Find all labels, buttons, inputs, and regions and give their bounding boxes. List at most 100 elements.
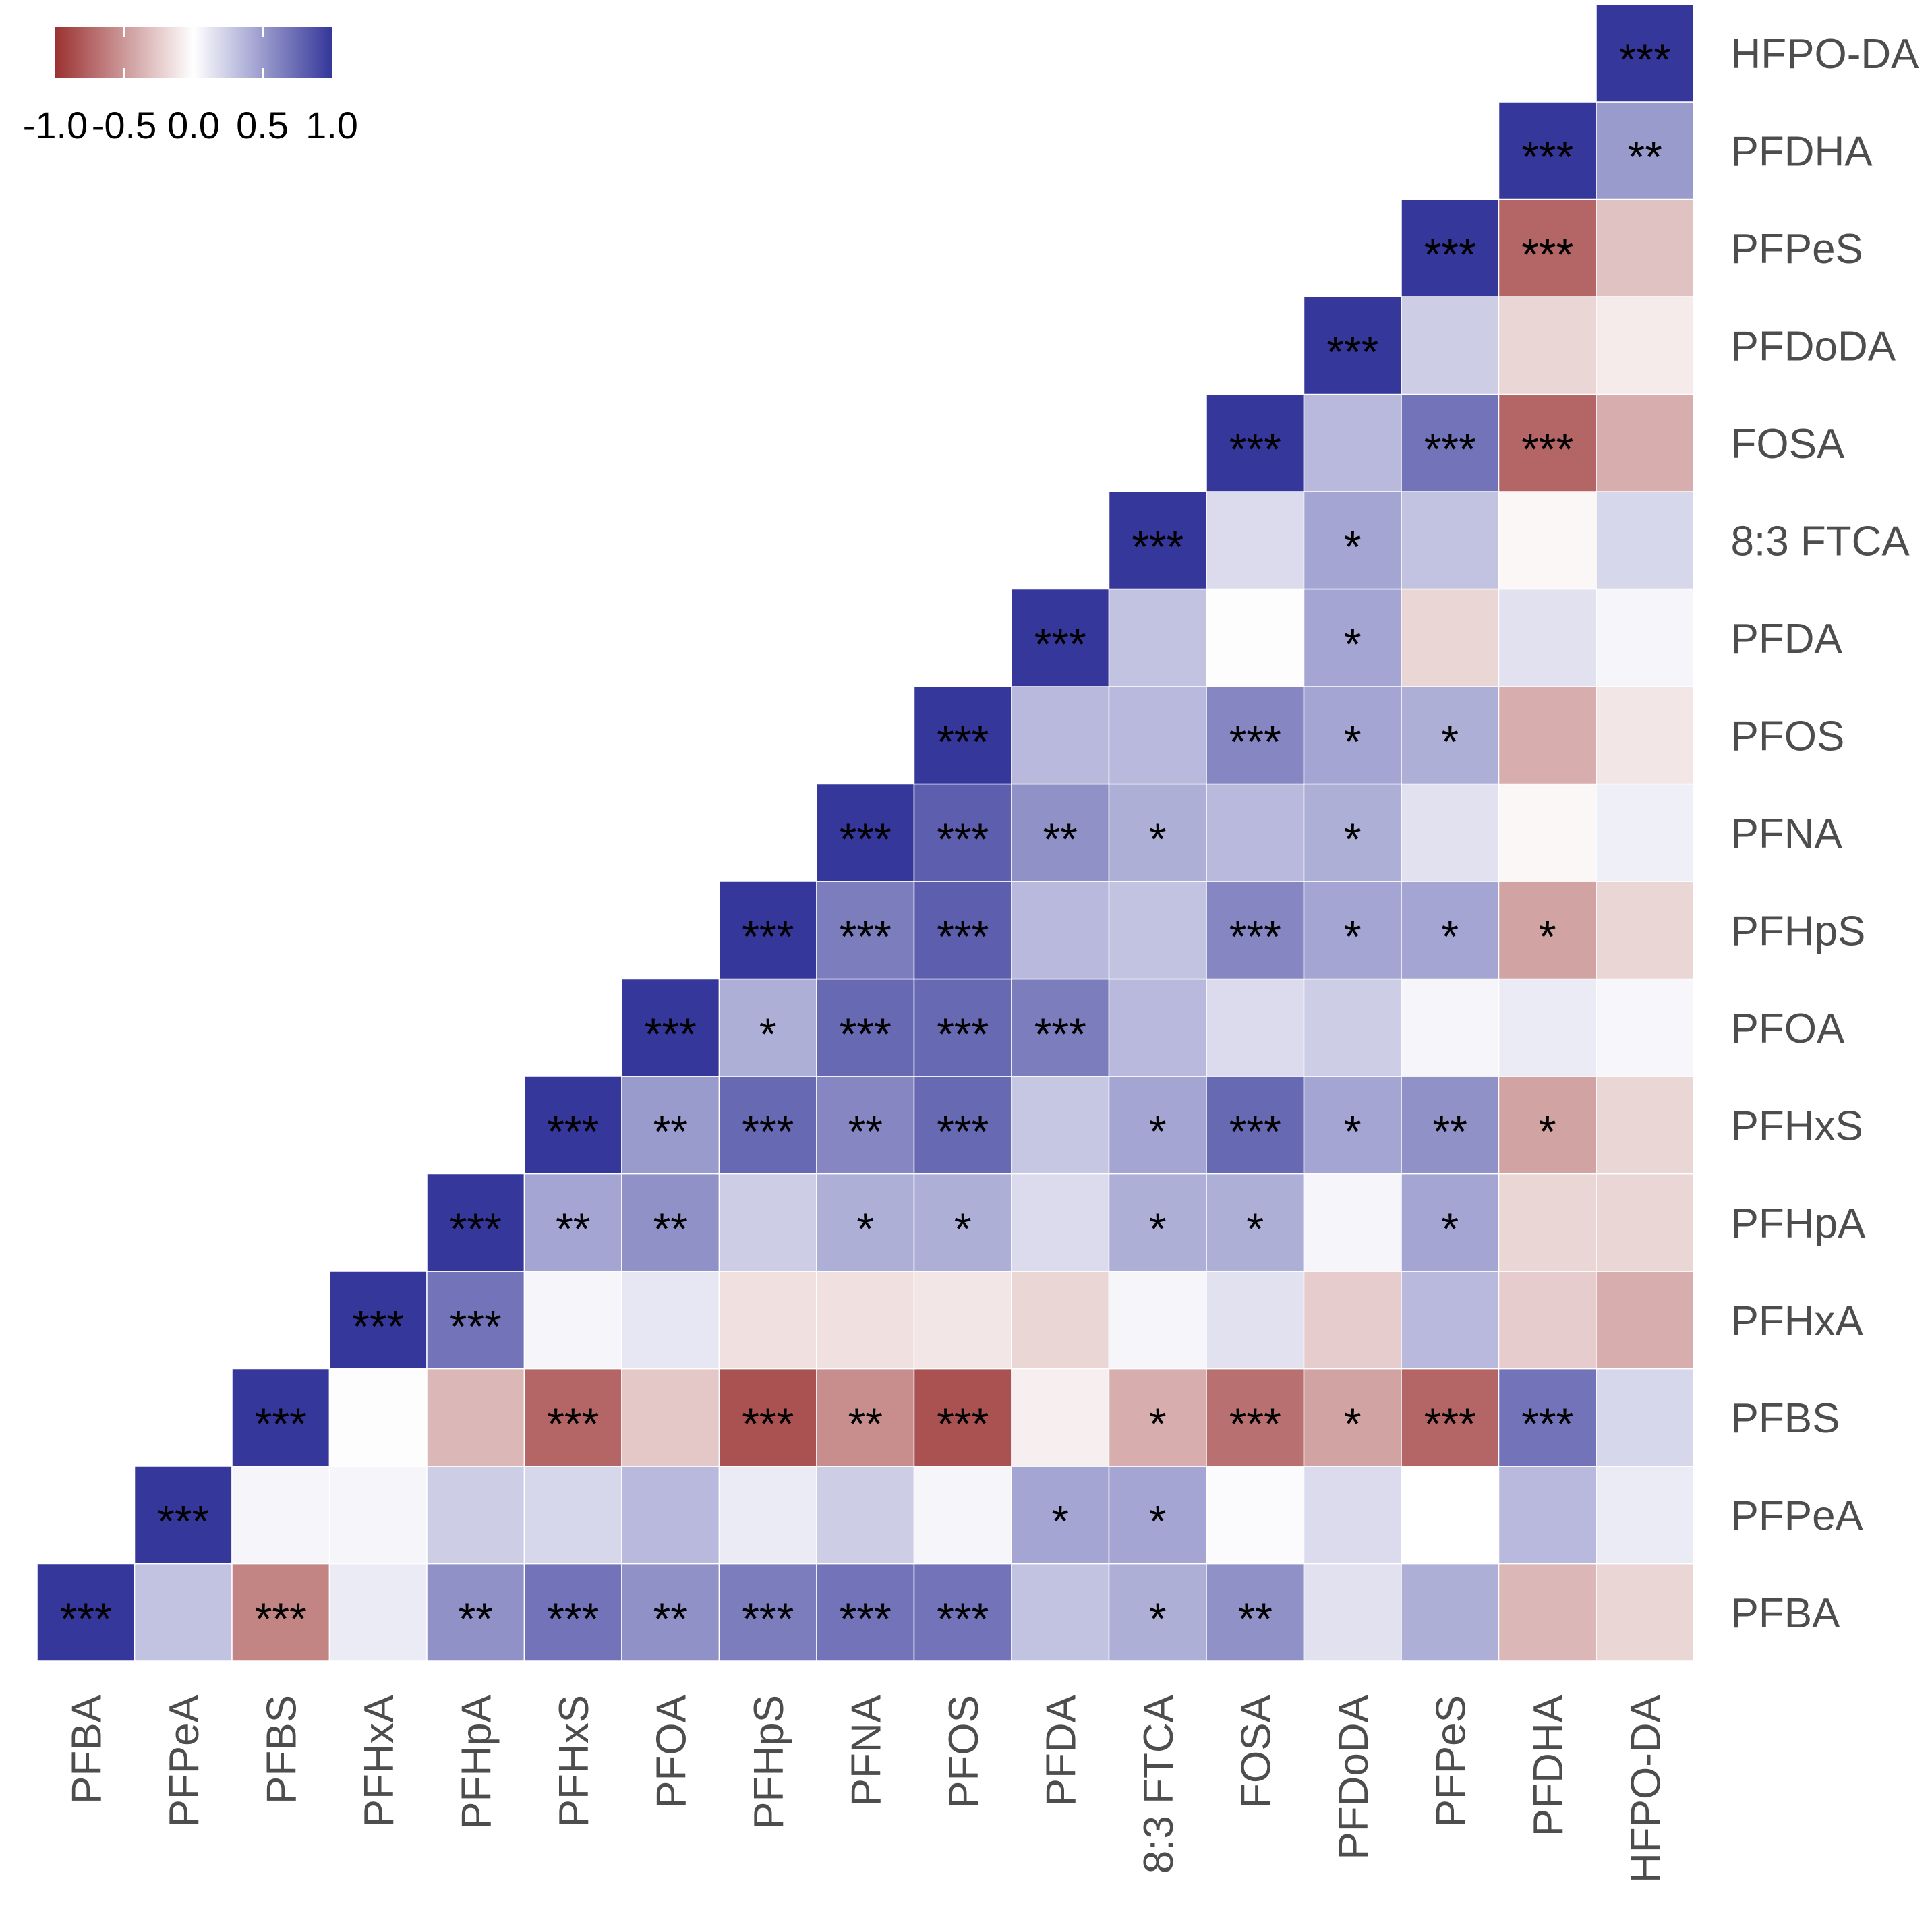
significance-label: ***: [742, 911, 794, 961]
heatmap-cell: [816, 1563, 915, 1662]
heatmap-cell: [1596, 686, 1695, 785]
heatmap-cell: [1011, 1076, 1110, 1175]
heatmap-cell: [1498, 588, 1597, 687]
y-axis-label: PFDoDA: [1731, 323, 1896, 370]
significance-label: ***: [1424, 424, 1476, 474]
heatmap-cell: [1108, 1076, 1207, 1175]
y-axis-label: 8:3 FTCA: [1731, 518, 1910, 564]
significance-label: ***: [60, 1594, 112, 1644]
heatmap-cell: [523, 1271, 622, 1370]
heatmap-cell: [1303, 1563, 1402, 1662]
significance-label: *: [856, 1204, 874, 1254]
heatmap-cell: [1206, 1271, 1305, 1370]
heatmap-cell: [1498, 783, 1597, 882]
y-axis-label: PFBS: [1731, 1395, 1840, 1442]
significance-label: **: [653, 1204, 688, 1254]
heatmap-cell: [1498, 198, 1597, 297]
heatmap-cell: [134, 1563, 233, 1662]
heatmap-cell: [1401, 588, 1500, 687]
significance-label: *: [1149, 1204, 1167, 1254]
heatmap-cell: [816, 1271, 915, 1370]
significance-label: ***: [1229, 911, 1281, 961]
legend-tick-label: 0.0: [167, 104, 220, 146]
x-axis-label: PFHxA: [356, 1694, 403, 1827]
significance-label: ***: [547, 1399, 599, 1449]
significance-label: *: [1539, 911, 1556, 961]
heatmap-cell: [1303, 1271, 1402, 1370]
y-axis-label: PFOS: [1731, 713, 1845, 759]
heatmap-cell: [426, 1466, 525, 1565]
significance-label: ***: [1132, 521, 1183, 571]
significance-label: *: [1344, 716, 1362, 766]
heatmap-cell: [621, 1076, 720, 1175]
legend-tick-label: -0.5: [92, 104, 157, 146]
x-axis-label: PFBS: [258, 1695, 305, 1804]
significance-label: *: [1344, 619, 1362, 669]
significance-label: *: [1149, 1106, 1167, 1156]
significance-label: *: [1344, 1106, 1362, 1156]
heatmap-cell: [718, 1173, 817, 1272]
significance-label: **: [1433, 1106, 1467, 1156]
significance-label: **: [459, 1594, 493, 1644]
heatmap-cell: [231, 1466, 330, 1565]
heatmap-cell: [1498, 101, 1597, 200]
heatmap-cell: [621, 1368, 720, 1467]
significance-label: **: [848, 1106, 883, 1156]
significance-label: ***: [450, 1204, 502, 1254]
heatmap-cell: [1011, 1563, 1110, 1662]
heatmap-cell: [1303, 881, 1402, 980]
significance-label: ***: [937, 814, 989, 864]
y-axis-label: PFHxS: [1731, 1103, 1863, 1149]
significance-label: ***: [1521, 1399, 1573, 1449]
heatmap-cell: [913, 881, 1012, 980]
heatmap-cell: [1401, 198, 1500, 297]
heatmap-cell: [1498, 296, 1597, 395]
x-axis-label: PFPeA: [161, 1694, 208, 1827]
significance-label: *: [1441, 716, 1459, 766]
heatmap-cell: [1108, 978, 1207, 1077]
significance-label: ***: [352, 1301, 404, 1351]
x-axis-label: PFHxS: [551, 1695, 597, 1827]
heatmap-cell: [816, 1466, 915, 1565]
significance-label: *: [1149, 1594, 1167, 1644]
x-axis-label: FOSA: [1233, 1694, 1279, 1808]
heatmap-cell: [1401, 1466, 1500, 1565]
significance-label: **: [653, 1106, 688, 1156]
heatmap-cell: [1401, 491, 1500, 590]
heatmap-cell: [1011, 1466, 1110, 1565]
significance-label: ***: [937, 716, 989, 766]
heatmap-cell: [718, 1076, 817, 1175]
heatmap-cell: [913, 783, 1012, 882]
significance-label: *: [1149, 814, 1167, 864]
heatmap-cell: [1498, 1076, 1597, 1175]
heatmap-cell: [1401, 881, 1500, 980]
significance-label: ***: [937, 911, 989, 961]
significance-label: *: [954, 1204, 972, 1254]
heatmap-cell: [913, 1466, 1012, 1565]
heatmap-cell: [1498, 1271, 1597, 1370]
x-axis-label: PFNA: [843, 1694, 889, 1806]
heatmap-cell: [523, 1563, 622, 1662]
heatmap-cell: [1596, 1271, 1695, 1370]
heatmap-cell: [1108, 1466, 1207, 1565]
heatmap-cell: [621, 1173, 720, 1272]
heatmap-cell: [1011, 978, 1110, 1077]
heatmap-cell: [1108, 686, 1207, 785]
significance-label: **: [848, 1399, 883, 1449]
y-axis-label: PFNA: [1731, 811, 1843, 857]
y-axis-label: PFHpA: [1731, 1200, 1866, 1247]
heatmap-cell: [816, 978, 915, 1077]
heatmap-cell: [913, 1368, 1012, 1467]
heatmap-cell: [1401, 1368, 1500, 1467]
significance-label: ***: [157, 1496, 209, 1546]
heatmap-cell: [1206, 1466, 1305, 1565]
heatmap-cell: [718, 1466, 817, 1565]
heatmap-cell: [426, 1563, 525, 1662]
heatmap-cell: [1596, 783, 1695, 882]
heatmap-cell: [1596, 978, 1695, 1077]
heatmap-cell: [1206, 1563, 1305, 1662]
heatmap-cell: [426, 1173, 525, 1272]
y-axis-label: HFPO-DA: [1731, 31, 1920, 78]
heatmap-cell: [1303, 296, 1402, 395]
significance-label: **: [556, 1204, 590, 1254]
